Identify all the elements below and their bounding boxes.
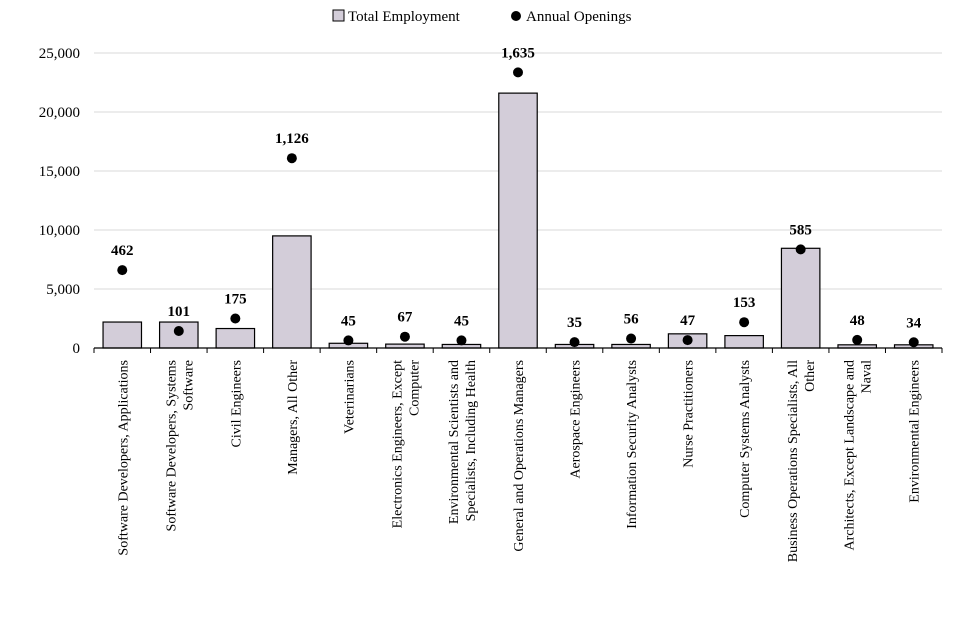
x-category-label: General and Operations Managers bbox=[512, 360, 527, 552]
dot-annual-openings bbox=[908, 337, 919, 348]
x-category-label: Software Developers, Applications bbox=[116, 360, 131, 556]
data-label-annual-openings: 153 bbox=[733, 295, 756, 311]
x-category-label: Environmental Scientists and Specialists,… bbox=[447, 360, 479, 524]
data-label-annual-openings: 34 bbox=[906, 315, 922, 331]
data-label-annual-openings: 67 bbox=[397, 310, 413, 326]
data-label-annual-openings: 47 bbox=[680, 313, 696, 329]
x-category-label: Managers, All Other bbox=[286, 360, 301, 475]
x-category-label: Computer Systems Analysts bbox=[738, 360, 753, 518]
dot-annual-openings bbox=[399, 331, 410, 342]
legend-label-annual-openings: Annual Openings bbox=[526, 9, 632, 25]
dot-annual-openings bbox=[456, 335, 467, 346]
bar-total-employment bbox=[272, 235, 312, 349]
dot-annual-openings bbox=[513, 67, 523, 78]
dot-annual-openings bbox=[682, 335, 693, 346]
bar-total-employment bbox=[780, 247, 821, 349]
bar-total-employment bbox=[215, 327, 256, 349]
data-label-annual-openings: 101 bbox=[168, 304, 191, 320]
dot-annual-openings bbox=[626, 333, 637, 344]
y-tick-label: 25,000 bbox=[39, 46, 80, 62]
dot-annual-openings bbox=[230, 313, 241, 324]
y-tick-label: 5,000 bbox=[46, 282, 80, 298]
legend-swatch-total-employment bbox=[332, 9, 345, 22]
legend-label-total-employment: Total Employment bbox=[348, 9, 461, 25]
bar-total-employment bbox=[724, 335, 764, 349]
legend-marker-annual-openings bbox=[511, 11, 521, 21]
x-category-label: Business Operations Specialists, All Othe… bbox=[786, 360, 818, 563]
x-category-label: Software Developers, Systems Software bbox=[164, 360, 196, 531]
dot-annual-openings bbox=[286, 153, 297, 164]
data-label-annual-openings: 175 bbox=[224, 292, 247, 308]
bar-total-employment bbox=[102, 321, 143, 349]
data-label-annual-openings: 45 bbox=[341, 313, 356, 329]
x-category-label: Architects, Except Landscape and Naval bbox=[843, 360, 875, 551]
x-category-label: Nurse Practitioners bbox=[682, 360, 697, 468]
y-tick-label: 0 bbox=[73, 341, 81, 357]
x-category-label: Electronics Engineers, Except Computer bbox=[390, 360, 422, 529]
y-tick-label: 10,000 bbox=[39, 223, 80, 239]
x-category-label: Veterinarians bbox=[342, 360, 357, 434]
x-category-label: Information Security Analysts bbox=[625, 360, 640, 529]
dot-annual-openings bbox=[173, 325, 184, 336]
x-category-label: Aerospace Engineers bbox=[569, 360, 584, 479]
data-label-annual-openings: 1,126 bbox=[275, 131, 309, 147]
bar-total-employment bbox=[158, 321, 199, 349]
data-label-annual-openings: 585 bbox=[789, 222, 812, 238]
data-label-annual-openings: 56 bbox=[624, 312, 640, 328]
x-category-label: Environmental Engineers bbox=[908, 360, 923, 503]
data-label-annual-openings: 35 bbox=[567, 315, 582, 331]
dots-annual-openings bbox=[117, 67, 919, 348]
y-axis-tick-labels: 0 5,000 10,000 15,000 20,000 25,000 bbox=[39, 46, 80, 357]
x-category-label: Civil Engineers bbox=[229, 360, 244, 448]
bars-total-employment bbox=[102, 92, 934, 349]
dot-annual-openings bbox=[343, 335, 354, 346]
y-tick-label: 20,000 bbox=[39, 105, 80, 121]
legend: Total Employment Annual Openings bbox=[332, 9, 632, 25]
data-labels-annual-openings: 462 101 175 1,126 45 67 45 1,635 35 56 47 153 585 48 3… bbox=[111, 45, 922, 331]
dot-annual-openings bbox=[852, 334, 863, 345]
dot-annual-openings bbox=[795, 244, 806, 255]
y-tick-label: 15,000 bbox=[39, 164, 80, 180]
data-label-annual-openings: 1,635 bbox=[501, 45, 535, 61]
x-axis-category-labels: Software Developers, Applications Softwar… bbox=[116, 360, 922, 563]
data-label-annual-openings: 48 bbox=[850, 313, 865, 329]
data-label-annual-openings: 462 bbox=[111, 243, 134, 259]
bar-total-employment bbox=[498, 92, 538, 349]
dot-annual-openings bbox=[569, 337, 580, 348]
dot-annual-openings bbox=[117, 265, 128, 276]
dot-annual-openings bbox=[739, 317, 750, 328]
data-label-annual-openings: 45 bbox=[454, 313, 469, 329]
